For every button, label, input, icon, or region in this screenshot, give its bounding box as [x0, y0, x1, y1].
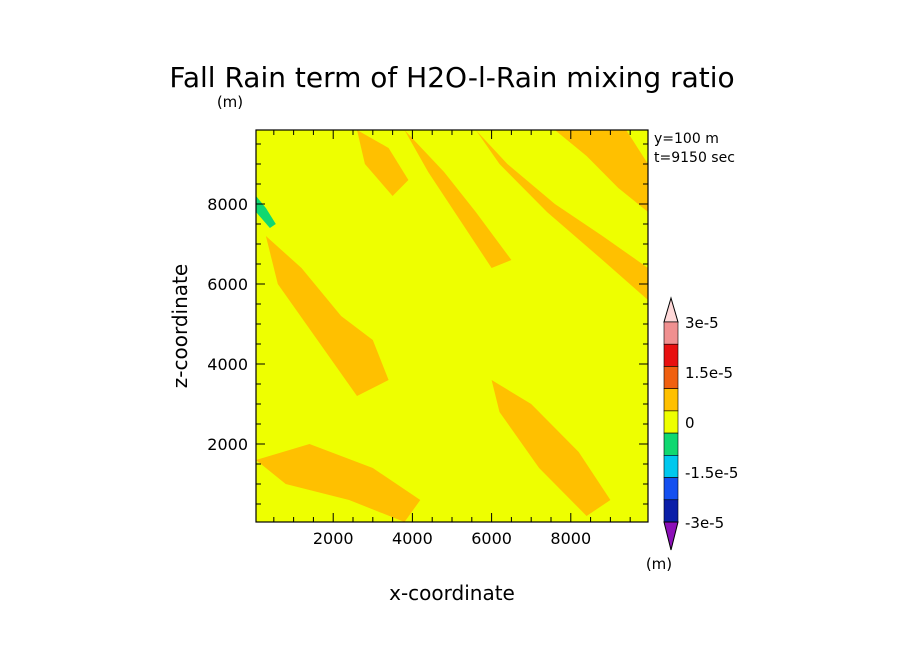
colorbar-bin — [663, 455, 679, 478]
x-axis-label: x-coordinate — [389, 581, 515, 605]
colorbar-bin — [663, 343, 679, 367]
colorbar: 3e-5 1.5e-5 0 -1.5e-5 -3e-5 — [663, 296, 738, 551]
colorbar-tick-label: 3e-5 — [685, 314, 719, 332]
contour-region-2 — [475, 130, 648, 300]
colorbar-tick-label: -1.5e-5 — [685, 464, 738, 482]
title-units: (m) — [217, 93, 243, 111]
colorbar-tick-label: -3e-5 — [685, 514, 724, 532]
colorbar-tick-label: 1.5e-5 — [685, 364, 733, 382]
contour-region-1 — [404, 130, 512, 268]
colorbar-bottom-triangle — [663, 521, 679, 551]
y-axis-label: z-coordinate — [168, 264, 192, 388]
x-tick-label: 4000 — [392, 529, 433, 548]
axis-tick-labels: 2000 4000 6000 8000 2000 4000 6000 8000 — [207, 195, 591, 548]
colorbar-bin — [663, 410, 679, 434]
y-tick-label: 8000 — [207, 195, 248, 214]
colorbar-bin — [663, 432, 679, 456]
colorbar-bin — [663, 366, 679, 389]
contour-region-3 — [554, 130, 648, 212]
contour-region-6 — [357, 130, 409, 196]
contour-region-0 — [265, 236, 389, 396]
x-tick-label: 6000 — [471, 529, 512, 548]
y-tick-label: 6000 — [207, 275, 248, 294]
colorbar-bin — [663, 499, 679, 523]
contour-region-4 — [491, 380, 611, 516]
colorbar-tick-label: 0 — [685, 414, 695, 432]
y-tick-label: 4000 — [207, 355, 248, 374]
info-time: t=9150 sec — [654, 150, 735, 166]
colorbar-bin — [663, 388, 679, 412]
colorbar-bin — [663, 477, 679, 501]
contour-field — [256, 130, 648, 522]
x-tick-label: 8000 — [550, 529, 591, 548]
y-tick-label: 2000 — [207, 435, 248, 454]
chart-title: Fall Rain term of H2O-l-Rain mixing rati… — [169, 61, 734, 94]
info-y-position: y=100 m — [654, 131, 719, 147]
colorbar-top-triangle — [663, 296, 679, 323]
contour-region-5 — [256, 444, 421, 522]
x-tick-label: 2000 — [313, 529, 354, 548]
colorbar-units: (m) — [646, 555, 672, 573]
colorbar-bin — [663, 321, 679, 345]
axis-ticks — [256, 130, 648, 522]
